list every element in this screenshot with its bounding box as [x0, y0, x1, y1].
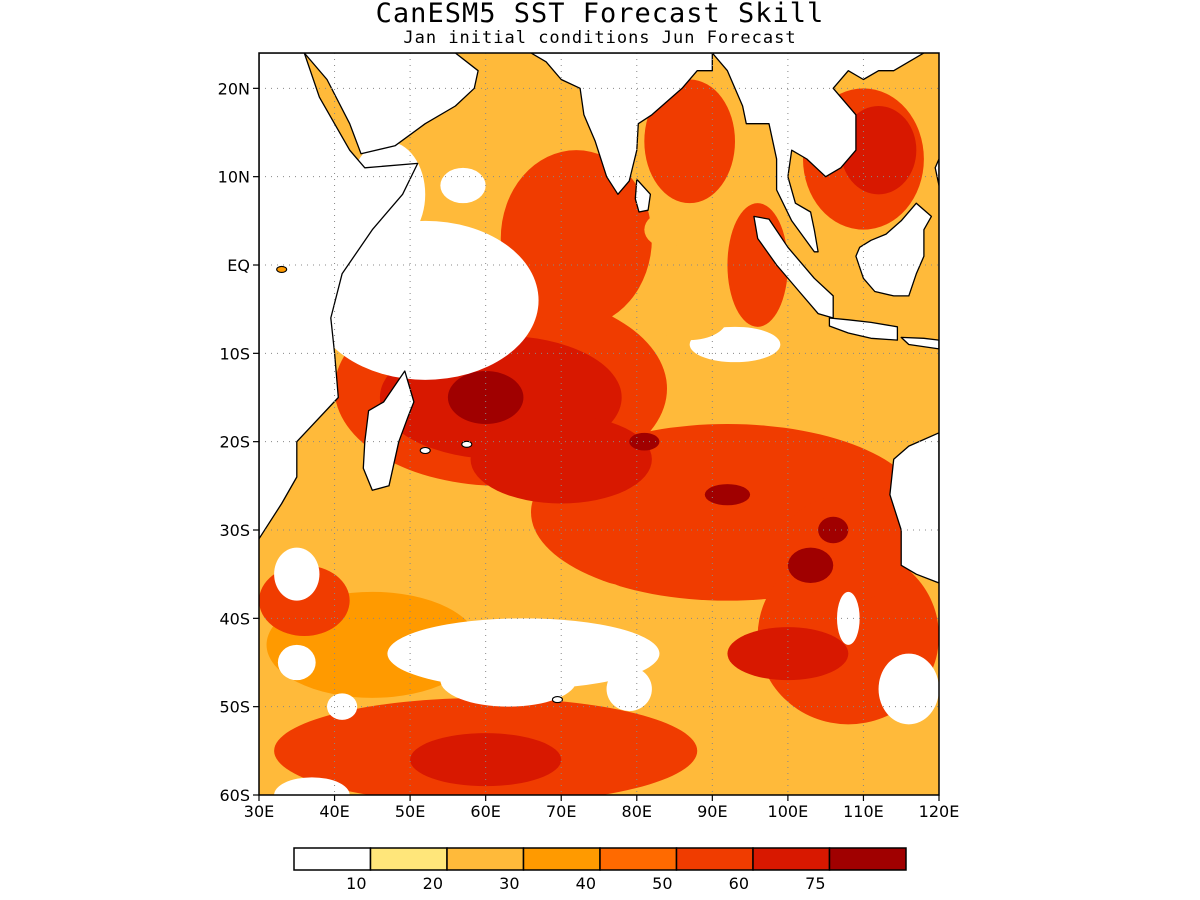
lat-tick-label: 20N: [218, 79, 250, 98]
skill-region: [704, 484, 751, 506]
skill-region: [644, 79, 736, 204]
map-frame: [258, 52, 940, 796]
colorbar-swatch: [675, 847, 754, 871]
skill-region: [311, 220, 539, 380]
lat-tick-label: 50S: [219, 698, 250, 717]
arabia-landmass: [303, 53, 479, 155]
india-landmass: [530, 53, 713, 195]
lon-tick-label: 80E: [622, 802, 652, 821]
lat-tick-label: EQ: [227, 256, 250, 275]
map-axis-labels: 30E 40E 50E 60E 70E 80E 90E 100E 110E 120E 20N 10N E…: [218, 79, 960, 821]
lon-tick-label: 120E: [919, 802, 960, 821]
lat-tick-label: 30S: [219, 521, 250, 540]
colorbar-label: 30: [499, 874, 519, 893]
skill-region: [837, 591, 860, 645]
colorbar: 10 20 30 40 50 60 75: [293, 847, 907, 893]
lon-tick-label: 100E: [768, 802, 809, 821]
skill-region: [470, 415, 652, 504]
lake-victoria: [276, 265, 288, 273]
lat-tick-label: 20S: [219, 433, 250, 452]
lon-tick-label: 70E: [546, 802, 576, 821]
colorbar-swatch: [446, 847, 525, 871]
skill-region: [787, 547, 834, 583]
skill-region: [274, 777, 350, 795]
lon-tick-label: 60E: [470, 802, 500, 821]
land-masks: [259, 53, 939, 704]
skill-region: [651, 295, 728, 341]
skill-region: [629, 432, 660, 451]
indochina-landmass: [711, 53, 925, 253]
skill-region: [274, 547, 320, 601]
colorbar-label: 10: [346, 874, 366, 893]
lon-tick-label: 90E: [697, 802, 727, 821]
skill-region: [277, 644, 316, 681]
colorbar-label: 75: [805, 874, 825, 893]
lon-tick-label: 30E: [244, 802, 274, 821]
map-subtitle: Jan initial conditions Jun Forecast: [403, 28, 797, 48]
kerguelen-island: [551, 696, 563, 704]
skill-map: [259, 53, 939, 795]
australia-landmass: [889, 432, 939, 584]
colorbar-swatch: [599, 847, 678, 871]
map-title: CanESM5 SST Forecast Skill: [375, 0, 825, 29]
reunion-island: [419, 446, 431, 455]
skill-region: [644, 212, 690, 248]
lat-tick-label: 40S: [219, 609, 250, 628]
lon-tick-label: 40E: [319, 802, 349, 821]
colorbar-label: 20: [423, 874, 443, 893]
skill-region: [818, 516, 849, 544]
lon-tick-label: 50E: [395, 802, 425, 821]
borneo-landmass: [855, 202, 933, 297]
skill-region: [682, 680, 743, 734]
colorbar-swatch: [369, 847, 448, 871]
skill-region: [440, 653, 577, 707]
skill-region: [583, 583, 630, 619]
lat-tick-label: 10N: [218, 168, 250, 187]
madagascar-landmass: [362, 370, 415, 491]
mauritius-island: [461, 440, 473, 448]
lesser-sunda-landmass: [900, 336, 939, 350]
colorbar-swatch: [522, 847, 601, 871]
skill-region: [878, 653, 939, 725]
skill-region: [410, 733, 562, 787]
colorbar-label: 60: [729, 874, 749, 893]
colorbar-label: 40: [576, 874, 596, 893]
colorbar-swatch: [828, 847, 907, 871]
map-gridlines: [259, 53, 939, 795]
lat-tick-label: 60S: [219, 786, 250, 805]
skill-region: [840, 106, 917, 195]
skill-region: [606, 666, 652, 712]
lat-tick-label: 10S: [219, 344, 250, 363]
skill-region: [447, 371, 524, 424]
skill-contours: [259, 79, 939, 795]
srilanka-landmass: [634, 178, 652, 213]
africa-landmass: [259, 53, 419, 540]
lon-tick-label: 110E: [843, 802, 884, 821]
skill-region: [440, 167, 486, 204]
skill-region: [500, 150, 652, 327]
colorbar-swatch: [293, 847, 372, 871]
colorbar-swatch: [752, 847, 831, 871]
colorbar-label: 50: [652, 874, 672, 893]
